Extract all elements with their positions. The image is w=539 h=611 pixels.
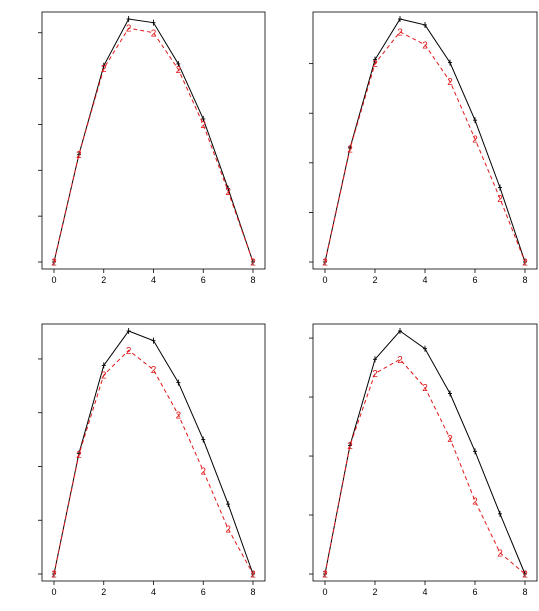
x-tick-label: 8 [522,275,527,285]
point-marker: 2 [372,59,378,70]
x-tick-label: 8 [522,587,527,597]
chart-panel-3: 0 2 4 6 8 2 2 2 2 2 2 2 2 2 [38,323,266,597]
x-tick-label: 6 [472,587,477,597]
point-marker: 2 [497,194,503,205]
point-marker: 2 [176,65,182,76]
series-line-solid [53,18,254,263]
point-marker: 2 [76,450,82,461]
point-marker: 2 [447,434,453,445]
point-marker: 2 [422,383,428,394]
series-line-dashed [324,358,526,575]
x-tick-label: 6 [201,587,206,597]
point-marker: 2 [151,28,157,39]
x-tick-label: 0 [322,587,327,597]
point-marker: 2 [101,371,107,382]
series-line-solid [324,330,526,575]
x-tick-label: 2 [372,587,377,597]
plot-frame [41,11,266,270]
x-tick-label: 4 [151,587,156,597]
x-tick-label: 6 [201,275,206,285]
point-marker: 2 [447,77,453,88]
point-marker: 2 [151,365,157,376]
point-marker: 2 [472,135,478,146]
point-marker: 2 [397,355,403,366]
x-tick-label: 2 [101,275,106,285]
x-tick-label: 0 [322,275,327,285]
point-marker: 2 [372,369,378,380]
point-marker: 2 [250,570,256,581]
point-marker: 2 [126,346,132,357]
point-marker: 2 [76,150,82,161]
point-marker: 2 [522,570,528,581]
point-marker: 2 [200,466,206,477]
x-tick-label: 8 [250,587,255,597]
point-marker: 2 [101,64,107,75]
x-tick-label: 4 [422,275,427,285]
point-marker: 2 [347,144,353,155]
series-line-solid [324,18,526,263]
point-marker: 2 [422,40,428,51]
point-marker: 2 [347,441,353,452]
point-marker: 2 [200,120,206,131]
point-marker: 2 [126,24,132,35]
point-marker: 2 [225,524,231,535]
series-line-dashed [53,349,254,575]
chart-panel-1: 0 2 4 6 8 2 2 2 2 2 2 2 2 2 [38,11,266,285]
point-marker: 2 [522,258,528,269]
x-tick-label: 2 [101,587,106,597]
x-tick-label: 4 [422,587,427,597]
series-line-dashed [53,27,254,263]
point-marker: 2 [397,27,403,38]
point-marker: 2 [472,496,478,507]
chart-panel-2: 0 2 4 6 8 2 2 2 2 2 2 2 2 2 [309,11,538,285]
x-tick-label: 0 [51,275,56,285]
x-tick-label: 4 [151,275,156,285]
point-marker: 2 [176,410,182,421]
point-marker: 2 [250,258,256,269]
x-tick-label: 8 [250,275,255,285]
point-marker: 2 [497,548,503,559]
series-line-dashed [324,31,526,263]
x-tick-label: 6 [472,275,477,285]
x-tick-label: 0 [51,587,56,597]
point-marker: 2 [322,570,328,581]
point-marker: 2 [225,187,231,198]
x-tick-label: 2 [372,275,377,285]
chart-panel-4: 0 2 4 6 8 2 2 2 2 2 2 2 2 2 [309,323,538,597]
plot-frame [312,323,538,582]
point-marker: 2 [322,258,328,269]
point-marker: 2 [51,570,57,581]
point-marker: 2 [51,258,57,269]
